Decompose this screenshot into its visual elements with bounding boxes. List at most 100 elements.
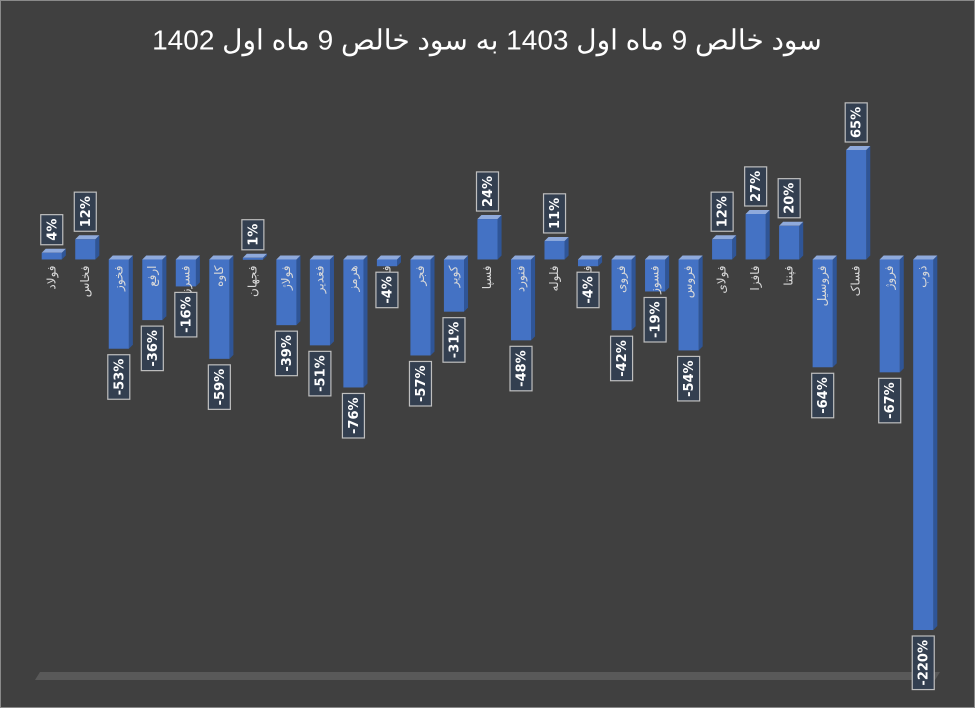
data-label-box xyxy=(576,271,600,309)
data-label-box xyxy=(878,377,902,424)
bar-top xyxy=(108,255,133,260)
bar-side xyxy=(765,210,770,260)
data-label-box xyxy=(643,296,667,343)
bar xyxy=(175,259,196,287)
x-tick-label: فروژ xyxy=(882,265,897,290)
x-tick-label: فولاژ xyxy=(279,265,294,291)
x-tick-label: ذوب xyxy=(916,265,931,287)
data-label-text: -59% xyxy=(213,369,228,406)
bar-top xyxy=(812,255,837,260)
data-label-box xyxy=(241,219,265,251)
data-label-box xyxy=(442,317,466,363)
data-label-text: -220% xyxy=(917,640,932,686)
x-tick-label: فجهان xyxy=(245,265,259,296)
data-label: 24% xyxy=(475,171,500,212)
data-label-box xyxy=(542,193,567,234)
x-tick-label: فخاس xyxy=(78,265,93,297)
data-label: 1% xyxy=(241,219,265,251)
data-label-text: 12% xyxy=(79,196,94,227)
bar xyxy=(645,259,666,292)
bar xyxy=(678,259,699,351)
data-label-box xyxy=(744,166,768,207)
bar-side xyxy=(899,255,904,373)
bar xyxy=(578,259,599,267)
data-label-text: -67% xyxy=(883,382,898,419)
bar xyxy=(410,259,431,356)
data-label-text: 12% xyxy=(716,196,731,227)
data-label-text: 65% xyxy=(850,107,865,138)
data-label-box xyxy=(710,191,734,232)
bar-side xyxy=(598,255,603,267)
bar-side xyxy=(698,255,703,351)
data-label-text: 4% xyxy=(45,219,60,241)
data-label: -64% xyxy=(811,372,835,419)
bar-side xyxy=(665,255,670,292)
data-label-box xyxy=(140,325,164,372)
bar-top xyxy=(376,255,401,260)
bar-top xyxy=(175,255,200,260)
data-label-text: -19% xyxy=(649,301,664,338)
x-tick-label: فجر xyxy=(413,265,428,286)
data-label-text: -36% xyxy=(146,330,161,367)
x-tick-label: فولاد xyxy=(44,265,59,289)
bar-top xyxy=(343,255,368,260)
data-label: -31% xyxy=(442,317,466,363)
bar-top xyxy=(510,255,536,260)
x-tick-label: فساک xyxy=(849,265,863,296)
data-label: -39% xyxy=(274,330,298,377)
data-label: 12% xyxy=(73,191,97,232)
data-label-box xyxy=(308,350,332,397)
data-label-text: 11% xyxy=(548,198,563,229)
data-label: 11% xyxy=(542,193,567,234)
bar xyxy=(108,259,129,349)
x-tick-label: کاوه xyxy=(212,265,227,287)
bar-top xyxy=(41,248,66,253)
data-label: -59% xyxy=(207,364,231,410)
data-label-box xyxy=(677,355,701,402)
data-label: -19% xyxy=(643,296,667,343)
bar-top xyxy=(410,255,435,260)
data-label-box xyxy=(207,364,231,410)
bar-side xyxy=(933,255,938,630)
data-label-text: -48% xyxy=(515,350,530,387)
bar-top xyxy=(678,255,703,260)
bar xyxy=(477,219,498,260)
bar-side xyxy=(631,255,636,331)
data-label: 20% xyxy=(777,178,801,219)
data-label: -57% xyxy=(408,360,433,407)
bar-side xyxy=(430,255,435,356)
bar-side xyxy=(397,255,401,267)
data-label: 4% xyxy=(40,214,64,246)
bar-side xyxy=(866,146,871,260)
data-label: 65% xyxy=(844,102,868,143)
x-tick-label: فولای xyxy=(715,265,730,293)
bar-top xyxy=(443,255,469,260)
bar xyxy=(376,259,397,267)
bar xyxy=(510,259,532,341)
data-label-text: -64% xyxy=(816,377,831,414)
bar xyxy=(443,259,465,312)
data-label-text: -31% xyxy=(447,322,462,359)
bar xyxy=(41,252,62,260)
bar xyxy=(544,240,565,260)
bar-top xyxy=(712,235,737,240)
data-label-text: 20% xyxy=(783,183,798,214)
bar-top xyxy=(75,235,100,240)
data-label-text: -54% xyxy=(682,360,697,397)
bar xyxy=(879,259,900,373)
bar-top xyxy=(242,253,267,258)
data-label-text: -16% xyxy=(179,296,194,333)
bar-side xyxy=(229,255,234,359)
data-label: -48% xyxy=(509,345,533,392)
bar-side xyxy=(531,255,536,341)
data-label: 12% xyxy=(710,191,734,232)
x-tick-label: کویر xyxy=(446,265,461,288)
bar xyxy=(309,259,330,346)
data-label: -51% xyxy=(308,350,332,397)
bar xyxy=(242,257,263,260)
bar xyxy=(812,259,833,368)
data-label-box xyxy=(341,392,366,439)
bar xyxy=(745,214,766,260)
bar-top xyxy=(745,210,770,214)
